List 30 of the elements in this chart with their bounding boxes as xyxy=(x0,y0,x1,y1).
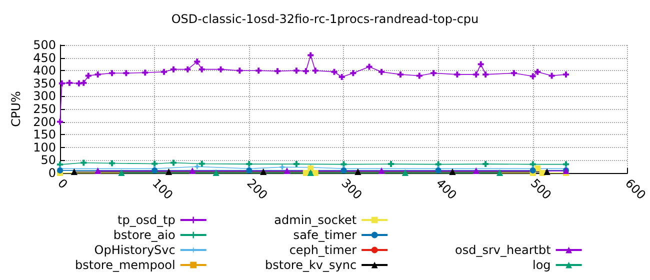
y-tick-label: 500 xyxy=(33,38,56,52)
y-tick-label: 0 xyxy=(48,166,56,180)
x-tick-label: 500 xyxy=(528,176,554,202)
y-axis-title: CPU% xyxy=(9,91,24,127)
legend-label: safe_timer xyxy=(293,228,357,242)
legend-label: ceph_timer xyxy=(289,243,357,257)
legend-label: bstore_aio xyxy=(113,228,176,242)
x-tick-label: 300 xyxy=(338,176,365,202)
y-tick-label: 300 xyxy=(33,89,56,104)
y-tick-label: 400 xyxy=(33,64,56,78)
legend-label: log xyxy=(532,258,551,272)
y-tick-label: 100 xyxy=(33,140,56,154)
y-tick-label: 50 xyxy=(40,153,56,168)
legend-label: tp_osd_tp xyxy=(118,213,176,227)
y-tick-label: 200 xyxy=(33,114,56,129)
y-tick-label: 250 xyxy=(33,102,56,116)
x-tick-label: 400 xyxy=(433,176,460,202)
legend-label: bstore_mempool xyxy=(74,258,176,272)
y-tick-label: 350 xyxy=(33,76,56,90)
x-tick-label: 600 xyxy=(622,176,649,202)
y-tick-label: 450 xyxy=(33,50,56,65)
chart-title: OSD-classic-1osd-32fio-rc-1procs-randread-top-cpu xyxy=(171,12,479,26)
x-tick-label: 200 xyxy=(244,176,270,202)
x-tick-label: 100 xyxy=(150,176,176,202)
x-tick-label: 0 xyxy=(55,176,70,192)
y-tick-label: 150 xyxy=(33,128,56,142)
legend-label: bstore_kv_sync xyxy=(265,258,357,272)
legend-label: OpHistorySvc xyxy=(94,243,176,257)
legend-label: osd_srv_heartbt xyxy=(454,243,552,257)
legend-label: admin_socket xyxy=(274,213,357,227)
